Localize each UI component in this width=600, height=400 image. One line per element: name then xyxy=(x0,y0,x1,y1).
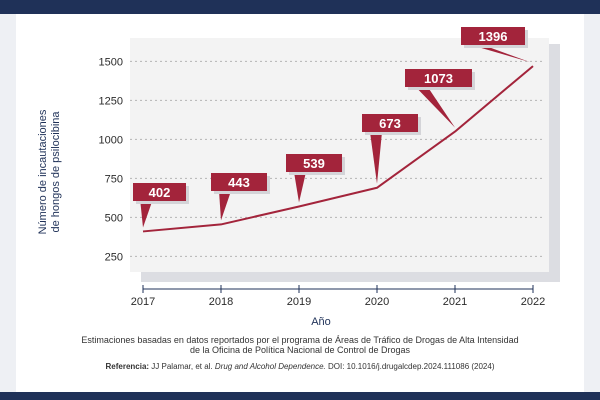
y-tick-label: 1500 xyxy=(99,56,123,68)
y-tick-label: 250 xyxy=(105,251,123,263)
data-label-box xyxy=(362,114,418,132)
top-banner xyxy=(0,0,600,14)
y-tick-label: 750 xyxy=(105,173,123,185)
caption-line-1: Estimaciones basadas en datos reportados… xyxy=(81,335,519,345)
callout-pointer xyxy=(471,45,530,63)
callout-pointer xyxy=(370,132,382,184)
reference-label: Referencia: xyxy=(105,362,150,371)
y-tick-label: 500 xyxy=(105,212,123,224)
callout-pointer xyxy=(140,201,153,228)
reference: Referencia: JJ Palamar, et al. Drug and … xyxy=(60,362,540,371)
y-axis-title: Número de incautacionesde hongos de psil… xyxy=(37,109,62,234)
reference-doi: DOI: 10.1016/j.drugalcdep.2024.111086 (2… xyxy=(325,362,495,371)
y-axis-title-line: de hongos de psilocibina xyxy=(50,111,62,233)
data-label-box xyxy=(211,173,267,191)
callout-pointer xyxy=(294,172,306,203)
bottom-banner xyxy=(0,392,600,400)
data-label: 1396 xyxy=(479,29,508,44)
data-label: 1073 xyxy=(424,71,453,86)
data-label-box xyxy=(461,27,525,45)
x-tick-label: 2021 xyxy=(443,296,467,308)
callout-pointer xyxy=(219,191,231,221)
x-tick-label: 2019 xyxy=(287,296,311,308)
x-tick-label: 2018 xyxy=(209,296,233,308)
y-tick-label: 1000 xyxy=(99,134,123,146)
reference-authors: JJ Palamar, et al. xyxy=(149,362,215,371)
x-tick-label: 2022 xyxy=(521,296,545,308)
series-line xyxy=(142,65,534,233)
callout-pointer xyxy=(415,87,455,128)
data-label-box xyxy=(133,183,186,201)
data-label-box xyxy=(286,154,342,172)
y-tick-label: 1250 xyxy=(99,95,123,107)
data-label: 443 xyxy=(228,175,250,190)
x-tick-label: 2017 xyxy=(131,296,155,308)
caption-line-2: de la Oficina de Política Nacional de Co… xyxy=(189,345,411,355)
data-label-box xyxy=(405,69,472,87)
y-axis-title-line: Número de incautaciones xyxy=(37,109,49,234)
x-axis-title: Año xyxy=(311,316,331,328)
data-label: 539 xyxy=(303,156,325,171)
data-label: 673 xyxy=(379,116,401,131)
x-tick-label: 2020 xyxy=(365,296,389,308)
reference-journal: Drug and Alcohol Dependence. xyxy=(214,362,326,371)
data-label: 402 xyxy=(149,185,171,200)
